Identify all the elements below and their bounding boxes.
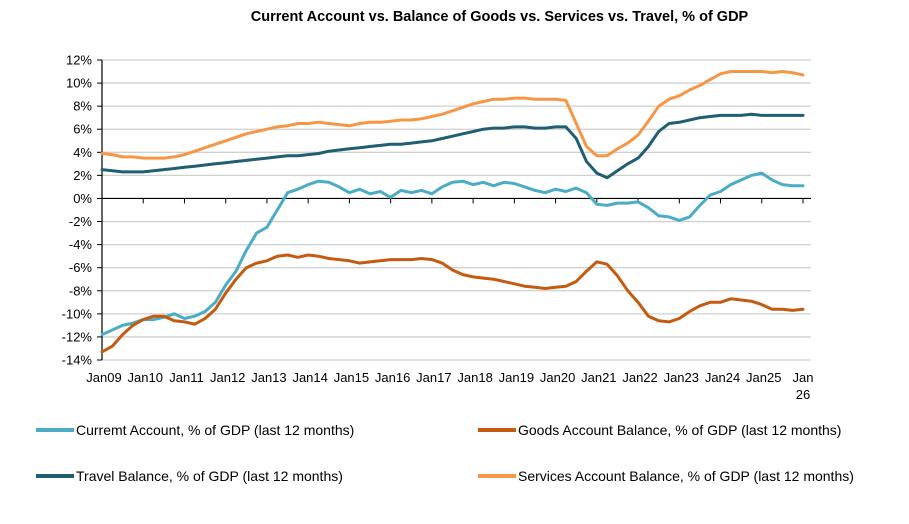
y-tick-label: 10%	[66, 76, 92, 91]
x-axis: Jan09 Jan10 Jan11 Jan12 Jan13 Jan14 Jan15 Jan16…	[86, 197, 814, 402]
x-tick-label: Jan20	[540, 370, 575, 385]
x-tick-label: Jan24	[705, 370, 740, 385]
y-tick-label: 0%	[73, 191, 92, 206]
x-tick-label: Jan14	[292, 370, 327, 385]
series-services-balance	[100, 70, 805, 160]
y-tick-label: 8%	[73, 99, 92, 114]
line-chart: 12% 10% 8% 6% 4% 2% 0% -2% -4% -6% -8% -10% -12% -14%…	[62, 53, 814, 403]
gridlines	[102, 59, 811, 361]
x-tick-label: Jan21	[581, 370, 616, 385]
x-tick-label: Jan18	[457, 370, 492, 385]
legend-item-goods-balance: Goods Account Balance, % of GDP (last 12…	[478, 422, 841, 438]
series-lines	[100, 70, 805, 354]
legend-swatch-current-account	[36, 428, 74, 432]
x-tick-label: Jan19	[499, 370, 534, 385]
x-tick-label: Jan11	[169, 370, 203, 385]
y-tick-label: -10%	[62, 306, 93, 321]
chart-title: Current Account vs. Balance of Goods vs.…	[250, 9, 749, 25]
y-tick-label: 4%	[73, 145, 92, 160]
legend-label-current-account: Curremt Account, % of GDP (last 12 month…	[76, 422, 355, 438]
x-tick-label: Jan12	[210, 370, 245, 385]
legend-item-travel-balance: Travel Balance, % of GDP (last 12 months…	[36, 468, 343, 484]
legend-label-goods-balance: Goods Account Balance, % of GDP (last 12…	[518, 422, 842, 438]
legend-label-services-balance: Services Account Balance, % of GDP (last…	[518, 468, 854, 484]
y-tick-label: -14%	[62, 353, 93, 368]
x-tick-label: Jan15	[334, 370, 369, 385]
legend-item-current-account: Curremt Account, % of GDP (last 12 month…	[36, 422, 354, 438]
x-tick-label: Jan16	[375, 370, 410, 385]
x-tick-label: Jan	[793, 370, 814, 385]
x-tick-label: Jan17	[416, 370, 451, 385]
y-axis: 12% 10% 8% 6% 4% 2% 0% -2% -4% -6% -8% -10% -12% -14%	[62, 53, 103, 368]
y-tick-label: 12%	[66, 53, 92, 68]
y-tick-label: 6%	[73, 122, 92, 137]
series-current-account	[100, 171, 805, 337]
x-tick-label: 26	[796, 387, 810, 402]
series-travel-balance	[100, 112, 805, 180]
legend-label-travel-balance: Travel Balance, % of GDP (last 12 months…	[76, 468, 343, 484]
y-tick-label: -12%	[62, 329, 93, 344]
y-tick-label: -4%	[69, 237, 93, 252]
x-tick-label: Jan23	[664, 370, 699, 385]
legend-swatch-services-balance	[478, 474, 516, 478]
y-tick-label: -2%	[69, 214, 93, 229]
x-tick-label: Jan25	[746, 370, 781, 385]
x-tick-label: Jan22	[622, 370, 657, 385]
x-tick-label: Jan13	[251, 370, 286, 385]
legend-swatch-goods-balance	[478, 428, 516, 432]
legend-swatch-travel-balance	[36, 474, 74, 478]
legend-item-services-balance: Services Account Balance, % of GDP (last…	[478, 468, 854, 484]
x-tick-label: Jan09	[86, 370, 121, 385]
y-tick-label: 2%	[73, 168, 92, 183]
y-tick-label: -6%	[69, 260, 93, 275]
x-tick-label: Jan10	[128, 370, 163, 385]
y-tick-label: -8%	[69, 283, 93, 298]
series-goods-balance	[100, 253, 805, 354]
